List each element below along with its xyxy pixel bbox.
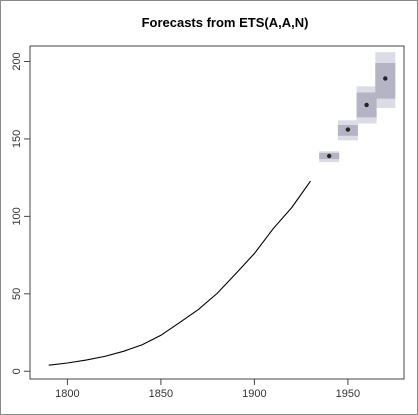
forecast-points [327, 76, 388, 159]
forecast-point [345, 127, 351, 132]
y-tick-label: 0 [11, 368, 23, 374]
y-tick-label: 150 [11, 130, 23, 148]
y-tick-label: 50 [11, 288, 23, 300]
forecast-80-band [375, 63, 396, 99]
forecast-point [364, 102, 369, 108]
forecast-point [327, 153, 332, 159]
historical-series-line [48, 180, 311, 366]
x-tick-label: 1900 [242, 388, 266, 400]
forecast-point [383, 76, 388, 81]
plot-box [29, 45, 405, 380]
y-axis: 0 50 100 150 200 [11, 52, 30, 374]
x-tick-label: 1850 [149, 388, 173, 400]
y-tick-label: 100 [11, 207, 23, 225]
x-tick-label: 1800 [55, 388, 79, 400]
chart-title: Forecasts from ETS(A,A,N) [142, 15, 309, 30]
y-tick-label: 200 [11, 52, 23, 70]
x-axis: 1800 1850 1900 1950 [55, 379, 360, 400]
x-tick-label: 1950 [336, 388, 360, 400]
